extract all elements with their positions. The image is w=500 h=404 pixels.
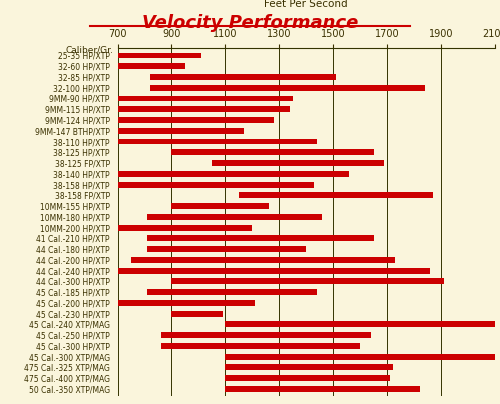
Bar [147,289,317,295]
Bar [147,246,306,252]
Bar [118,181,314,187]
Bar [226,364,392,370]
Bar [172,278,444,284]
Bar [118,139,317,145]
Text: Caliber/Gr.: Caliber/Gr. [66,45,114,54]
Bar [239,192,433,198]
Bar [172,203,268,209]
Bar [118,300,255,306]
Bar [118,171,350,177]
Bar [150,85,425,91]
Bar [131,257,395,263]
Bar [172,311,222,317]
Bar [226,386,420,392]
Bar [118,53,201,59]
Bar [147,236,374,241]
Bar [160,332,371,338]
Bar [212,160,384,166]
Bar [226,354,495,360]
Bar [118,117,274,123]
X-axis label: Feet Per Second: Feet Per Second [264,0,348,9]
Bar [160,343,360,349]
Bar [226,322,495,327]
Bar [118,63,185,69]
Text: Velocity Performance: Velocity Performance [142,14,358,32]
Bar [226,375,390,381]
Bar [118,225,252,231]
Bar [172,149,374,155]
Bar [118,267,430,274]
Bar [118,128,244,134]
Bar [147,214,322,220]
Bar [118,106,290,112]
Bar [118,95,293,101]
Bar [150,74,336,80]
